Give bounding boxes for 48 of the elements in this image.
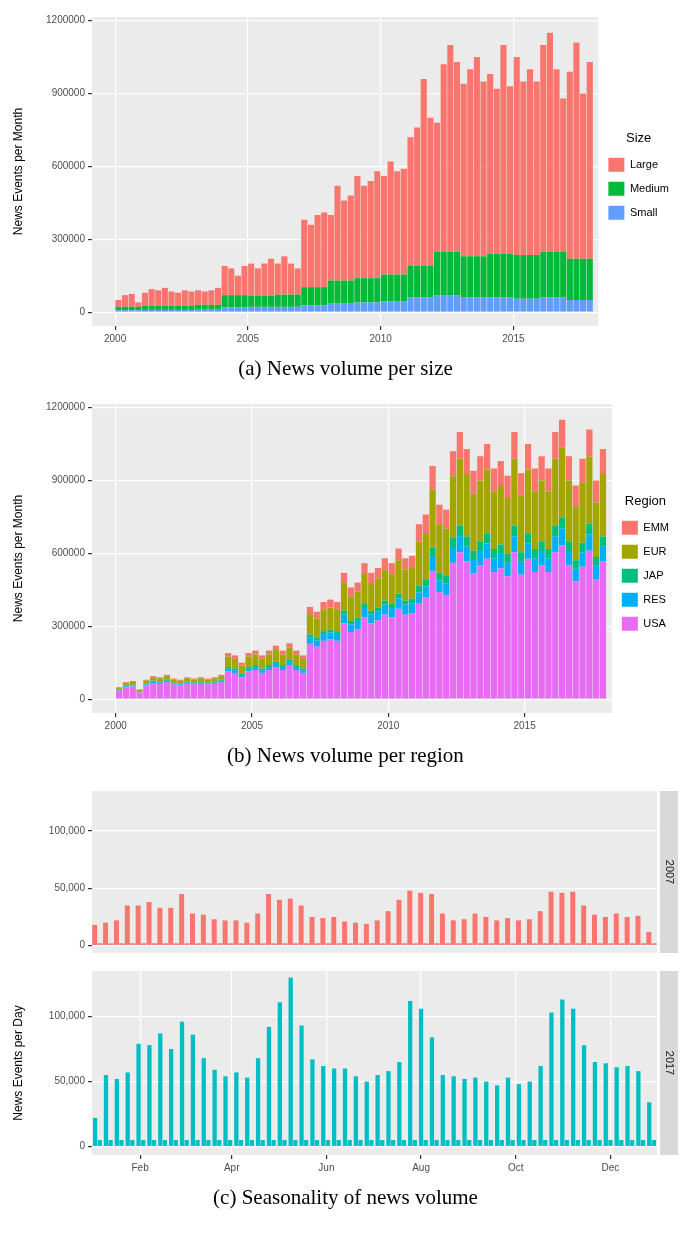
x-tick-label: Oct xyxy=(507,1161,524,1173)
x-tick-label: Aug xyxy=(412,1161,430,1173)
legend-label: Small xyxy=(629,205,658,218)
legend-label: RES xyxy=(643,592,666,605)
y-tick-label: 0 xyxy=(79,305,86,317)
text: (b) News volume per region xyxy=(226,743,465,768)
x-tick-label: Jun xyxy=(318,1161,335,1173)
y-axis-title: News Events per Month xyxy=(11,107,26,236)
y-tick-label: 300000 xyxy=(51,233,86,245)
legend-label: EUR xyxy=(643,544,667,557)
y-tick-label: 50,000 xyxy=(54,1075,86,1087)
text: 2007 xyxy=(663,859,676,885)
text: (a) News volume per size xyxy=(237,356,454,381)
x-tick-label: 2010 xyxy=(369,332,393,344)
x-tick-label: Dec xyxy=(601,1161,620,1173)
legend-label: Large xyxy=(629,157,659,170)
y-tick-label: 1200000 xyxy=(46,14,86,26)
y-tick-label: 1200000 xyxy=(46,401,86,413)
legend-label: EMM xyxy=(643,520,670,533)
x-tick-label: 2015 xyxy=(513,719,537,731)
x-tick-label: Feb xyxy=(131,1161,150,1173)
y-axis-title: News Events per Month xyxy=(11,494,26,623)
x-tick-label: 2005 xyxy=(236,332,260,344)
y-axis-title: News Events per Day xyxy=(11,1005,26,1121)
y-tick-label: 0 xyxy=(79,692,86,704)
y-tick-label: 50,000 xyxy=(54,882,86,894)
text: (c) Seasonality of news volume xyxy=(212,1185,479,1210)
y-tick-label: 300000 xyxy=(51,620,86,632)
legend-label: USA xyxy=(643,616,667,629)
y-tick-label: 0 xyxy=(79,939,86,951)
y-tick-label: 600000 xyxy=(51,547,86,559)
legend-title: Size xyxy=(626,130,652,146)
y-tick-label: 600000 xyxy=(51,160,86,172)
y-tick-label: 0 xyxy=(79,1140,86,1152)
y-tick-label: 900000 xyxy=(51,87,86,99)
x-tick-label: 2015 xyxy=(502,332,525,344)
y-tick-label: 900000 xyxy=(51,474,86,486)
legend-label: Medium xyxy=(629,181,669,194)
legend-title: Region xyxy=(624,493,667,509)
x-tick-label: 2000 xyxy=(103,332,127,344)
legend-label: JAP xyxy=(643,568,664,581)
x-tick-label: Apr xyxy=(223,1161,241,1173)
x-tick-label: 2005 xyxy=(240,719,264,731)
text: 2017 xyxy=(663,1050,676,1076)
y-tick-label: 100,000 xyxy=(48,1010,86,1022)
x-tick-label: 2010 xyxy=(377,719,400,731)
x-tick-label: 2000 xyxy=(104,719,128,731)
y-tick-label: 100,000 xyxy=(48,824,86,836)
